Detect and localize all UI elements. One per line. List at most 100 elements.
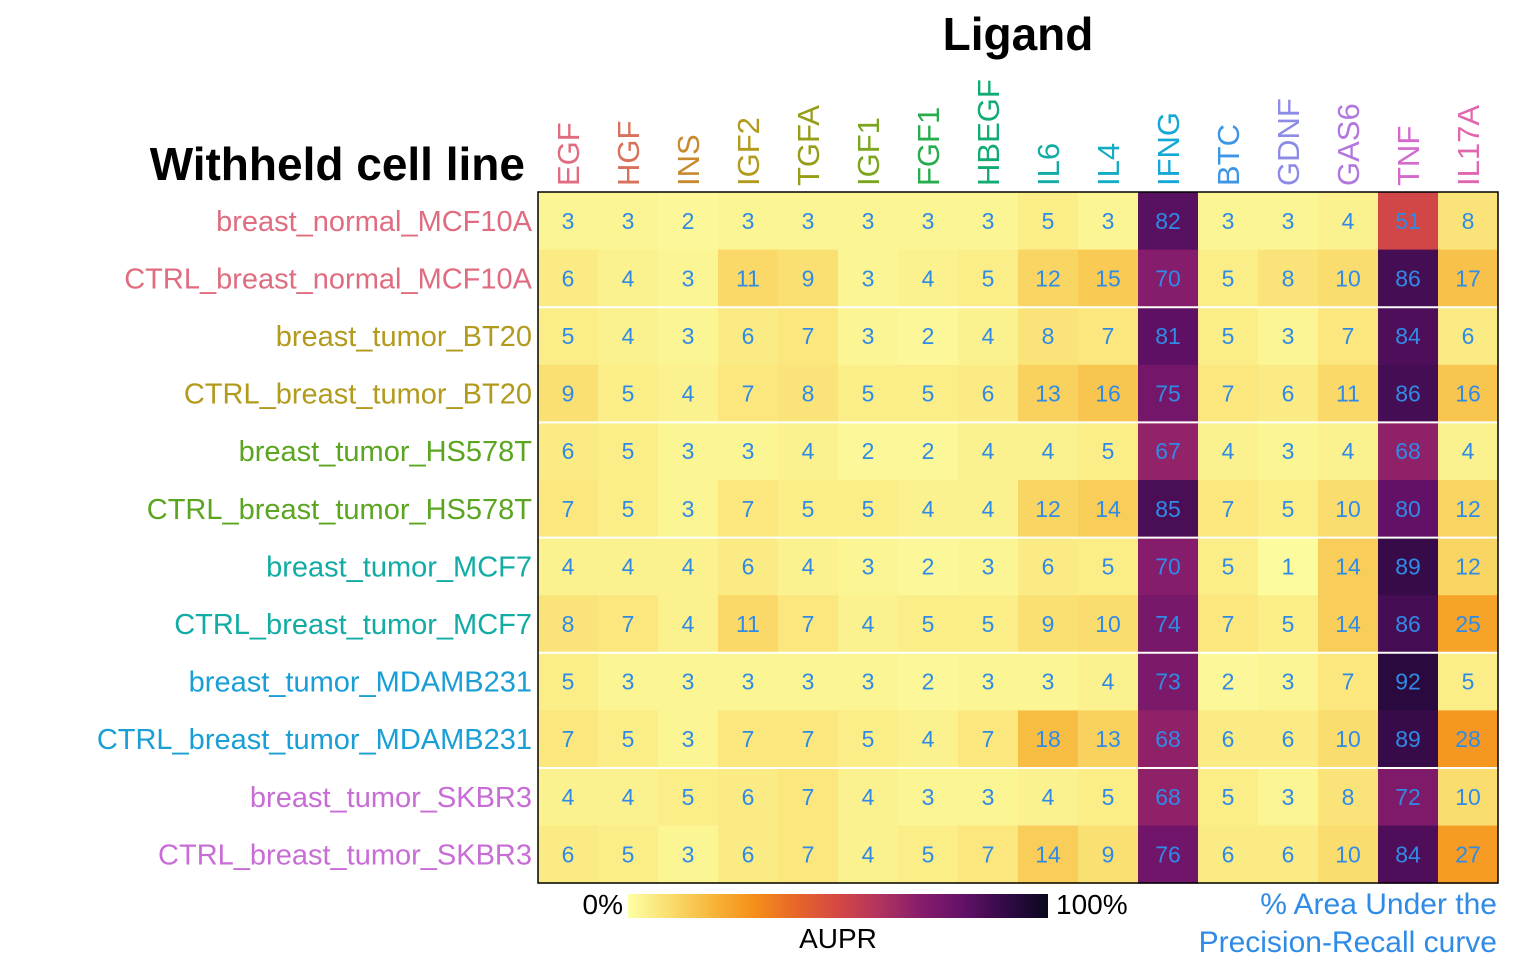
heatmap-cell (1198, 595, 1259, 654)
heatmap-cell-value: 3 (682, 726, 695, 752)
heatmap-cell-value: 6 (742, 553, 755, 579)
heatmap-cell-value: 10 (1455, 784, 1481, 810)
heatmap-cell-value: 4 (1342, 208, 1355, 234)
heatmap-cell (1258, 307, 1319, 366)
heatmap-cell (1318, 768, 1379, 827)
heatmap-cell (1138, 307, 1199, 366)
heatmap-cell (1318, 307, 1379, 366)
heatmap-cell (538, 825, 599, 884)
heatmap-cell-value: 3 (742, 669, 755, 695)
heatmap-cell (898, 249, 959, 308)
heatmap-cell (538, 595, 599, 654)
ligand-label: INS (671, 134, 706, 186)
heatmap-cell (1438, 422, 1499, 481)
heatmap-cell (718, 595, 779, 654)
heatmap-cell-value: 15 (1095, 265, 1121, 291)
heatmap-cell-value: 4 (622, 323, 635, 349)
heatmap-cell-value: 5 (982, 265, 995, 291)
cell-line-labels: breast_normal_MCF10A CTRL_breast_normal_M… (97, 206, 533, 872)
heatmap-cell (1078, 825, 1139, 884)
color-scale-max-label: 100% (1056, 889, 1128, 920)
heatmap-cell-value: 4 (922, 726, 935, 752)
heatmap-cell (1258, 249, 1319, 308)
heatmap-cell (778, 249, 839, 308)
heatmap-cell-value: 84 (1395, 323, 1421, 349)
heatmap-cell (1138, 249, 1199, 308)
heatmap-cell (1258, 480, 1319, 539)
heatmap-cell-value: 4 (622, 784, 635, 810)
heatmap-cell-value: 5 (1282, 611, 1295, 637)
heatmap-cell-value: 3 (862, 669, 875, 695)
heatmap-cell (1078, 537, 1139, 596)
heatmap-cell-value: 3 (802, 208, 815, 234)
heatmap-cell (658, 307, 719, 366)
heatmap-cell-value: 4 (1042, 438, 1055, 464)
heatmap-cell-value: 8 (562, 611, 575, 637)
heatmap-cell (838, 192, 899, 251)
heatmap-cell (718, 249, 779, 308)
heatmap-cell-value: 4 (862, 611, 875, 637)
heatmap-cell (1198, 480, 1259, 539)
heatmap-cell (1378, 768, 1439, 827)
heatmap-cell-value: 4 (1462, 438, 1475, 464)
heatmap-cell-value: 7 (802, 611, 815, 637)
heatmap-cell-value: 7 (802, 841, 815, 867)
heatmap-cell-value: 4 (922, 265, 935, 291)
heatmap-cell-value: 2 (922, 438, 935, 464)
heatmap-cell (1318, 480, 1379, 539)
heatmap-cell-value: 9 (1102, 841, 1115, 867)
heatmap-cell (1378, 307, 1439, 366)
heatmap-cell (898, 364, 959, 423)
heatmap-cell (958, 249, 1019, 308)
heatmap-cell-value: 6 (1042, 553, 1055, 579)
ligand-label: GDNF (1271, 98, 1306, 186)
heatmap-cell (598, 249, 659, 308)
heatmap-cell (1378, 480, 1439, 539)
heatmap-cell-value: 7 (562, 496, 575, 522)
heatmap-cell-value: 8 (1462, 208, 1475, 234)
heatmap-cell-value: 85 (1155, 496, 1181, 522)
heatmap-cell (1438, 480, 1499, 539)
heatmap-cell (958, 825, 1019, 884)
heatmap-cell-value: 7 (802, 726, 815, 752)
color-scale-bar (628, 894, 1048, 918)
heatmap-cell (838, 364, 899, 423)
heatmap-cell-value: 3 (982, 208, 995, 234)
heatmap-cell (538, 307, 599, 366)
heatmap-cell-value: 7 (742, 381, 755, 407)
heatmap-cell-value: 5 (622, 496, 635, 522)
heatmap-cell (718, 422, 779, 481)
heatmap-cell-value: 3 (1282, 208, 1295, 234)
heatmap-cell-value: 6 (562, 438, 575, 464)
heatmap-cell (1138, 595, 1199, 654)
cell-line-label: CTRL_breast_tumor_SKBR3 (158, 839, 532, 871)
heatmap-cell (1378, 595, 1439, 654)
heatmap-cell-value: 6 (1222, 841, 1235, 867)
heatmap-cell-value: 75 (1155, 381, 1181, 407)
heatmap-cell (598, 192, 659, 251)
heatmap-cell-value: 3 (1282, 323, 1295, 349)
heatmap-cell-value: 3 (1282, 669, 1295, 695)
heatmap-cell-value: 5 (622, 726, 635, 752)
heatmap-cell (1378, 422, 1439, 481)
heatmap-cell-value: 14 (1335, 553, 1361, 579)
heatmap-cell (1318, 364, 1379, 423)
heatmap-cell (1198, 652, 1259, 711)
heatmap-cell-value: 5 (1222, 265, 1235, 291)
ligand-label: IGF2 (731, 117, 766, 186)
heatmap-cell-value: 7 (1222, 381, 1235, 407)
heatmap-cell (1318, 422, 1379, 481)
heatmap-cell (1198, 825, 1259, 884)
heatmap-cell (898, 307, 959, 366)
heatmap-cell-value: 5 (1042, 208, 1055, 234)
heatmap-cell-value: 68 (1155, 726, 1181, 752)
ligand-label: HGF (611, 121, 646, 186)
heatmap-cell (1258, 710, 1319, 769)
heatmap-cell (1078, 249, 1139, 308)
heatmap-cell-value: 12 (1455, 496, 1481, 522)
heatmap-cell (1138, 364, 1199, 423)
heatmap-cell-value: 4 (802, 553, 815, 579)
cell-line-label: CTRL_breast_tumor_HS578T (147, 494, 533, 526)
heatmap-cell-value: 28 (1455, 726, 1481, 752)
heatmap-cell-value: 7 (1102, 323, 1115, 349)
